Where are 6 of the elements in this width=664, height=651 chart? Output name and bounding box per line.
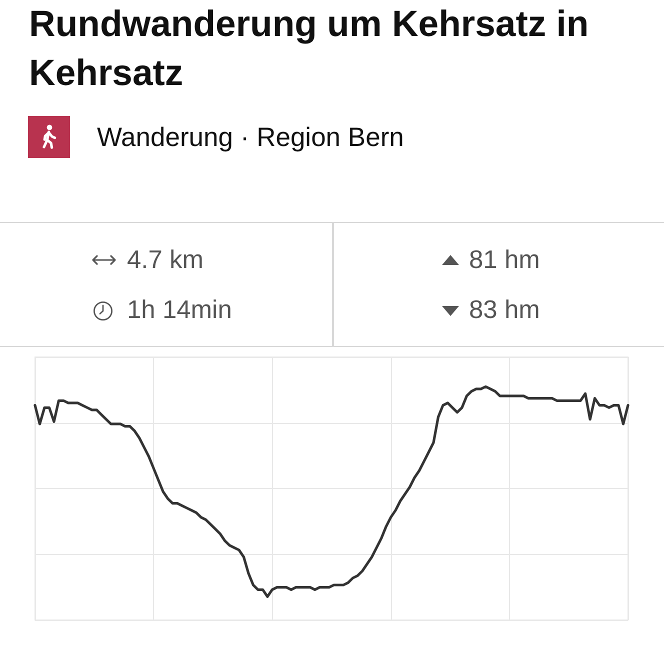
text: 1h 14min xyxy=(127,296,232,325)
text: 81 hm xyxy=(469,246,540,275)
chart-title: Rundwanderung um Kehrsatz in Kehrsatz xyxy=(29,2,590,95)
text: 4.7 km xyxy=(127,246,204,275)
text: 83 hm xyxy=(469,296,540,325)
chart-subtitle: Wanderung · Region Bern xyxy=(97,122,404,153)
